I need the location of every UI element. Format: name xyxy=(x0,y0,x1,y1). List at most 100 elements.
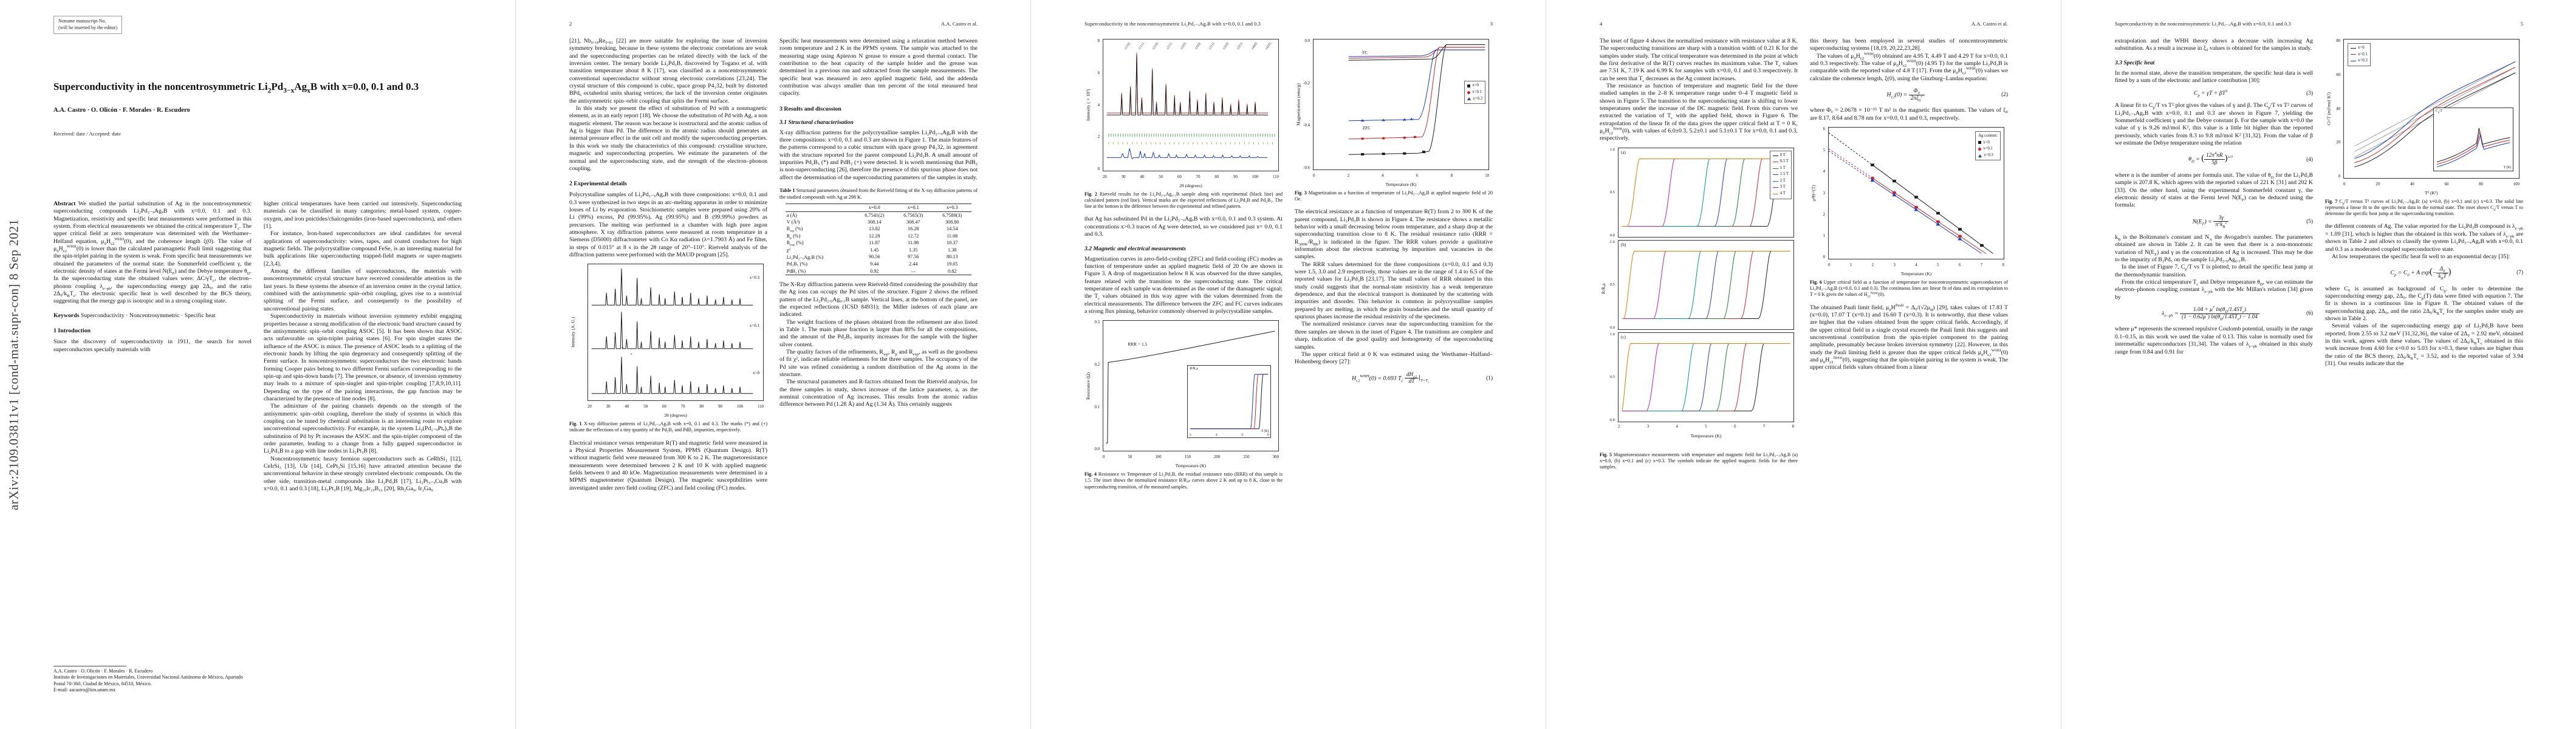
page-number: 4 xyxy=(1600,21,1603,27)
figure-5-xlabel: Temperature (K) xyxy=(1690,433,1722,439)
table-header-cell xyxy=(786,204,855,211)
tick-label: 1.0 xyxy=(1610,239,1615,244)
miller-indices: (110) (111) (210) (211) (220) (310) (311) (320)… xyxy=(1124,42,1272,50)
equation-3: Cp = γT + βT3 (3) xyxy=(2193,89,2313,98)
manuscript-note: Noname manuscript No. (will be inserted … xyxy=(53,16,123,34)
page-4: 4 A.A. Castro et al. The inset of figure… xyxy=(1546,0,2061,729)
tick-label: 4 xyxy=(1676,424,1678,429)
page1-right-column: higher critical temperatures have been c… xyxy=(264,200,462,694)
figure-7-xlabel: T² (K²) xyxy=(2425,190,2438,196)
page-2: 2 A.A. Castro et al. [21], Nb₀.₁₈Re₀.₈₂ … xyxy=(515,0,1030,729)
figure-3-xlabel: Temperature (K) xyxy=(1385,182,1417,187)
body-paragraph: The RRR values determined for the three … xyxy=(1295,261,1493,321)
table-row: a (Å) 6.7541(2) 6.7565(3) 6.7589(3) xyxy=(786,212,962,218)
author-line: A.A. Castro · O. Olicón · F. Morales · R… xyxy=(53,107,190,114)
tick-label: 1.0 xyxy=(1610,332,1615,337)
abstract-text: We studied the partial substitution of A… xyxy=(53,200,252,305)
tick-label: 40 xyxy=(2336,106,2340,111)
body-paragraph: In the inset of Figure 7, Cp/T vs T is p… xyxy=(2115,264,2313,278)
tick-label: 0.2 xyxy=(1094,362,1100,367)
tick-label: 50 xyxy=(1159,175,1163,179)
figure-5-caption: Fig. 5 Magnetoresistance measurements wi… xyxy=(1600,451,1798,470)
equation-4: θD = (12π4nR 5β)1/3 (4) xyxy=(2188,151,2313,166)
inset-ylabel: R/R₈ₖ xyxy=(1190,367,1198,371)
tick-label: 0.5 xyxy=(1610,190,1615,195)
keywords-label: Keywords xyxy=(53,312,80,319)
body-paragraph: The inset of figure 4 shows the normaliz… xyxy=(1600,38,1798,83)
tick-label: 4 xyxy=(1382,174,1384,178)
series-label: x=0.3 xyxy=(749,275,759,281)
table-row: Li₂Pd₃₋ₓAgₓB (%) 90.56 97.56 80.13 xyxy=(786,254,958,260)
panel-label: (b) xyxy=(1621,242,1626,247)
tick-label: 50 xyxy=(643,405,648,409)
figure-1-plot-area: x=0.3 x=0.1 x=0 * + xyxy=(587,264,764,402)
square-marker-icon xyxy=(1978,141,1982,145)
body-paragraph: Specific heat measurements were determin… xyxy=(779,38,978,97)
figure-7-xticks: 0 20 40 60 80 100 xyxy=(2343,182,2519,187)
tick-label: 0 xyxy=(1313,174,1315,178)
figure-1: Intensity (A. U.) x=0.3 x xyxy=(569,262,767,433)
page1-columns: Abstract We studied the partial substitu… xyxy=(53,200,462,694)
footnote-affiliation: Instituto de Investigaciones en Material… xyxy=(53,674,243,686)
body-paragraph: The admixture of the pairing channels de… xyxy=(264,403,462,455)
running-authors: A.A. Castro et al. xyxy=(1971,21,2008,27)
running-title: Superconductivity in the noncentrosymmet… xyxy=(2115,21,2291,27)
tick-label: 0.3 xyxy=(1094,320,1100,325)
body-paragraph: The quality factors of the refinements, … xyxy=(779,349,978,378)
page-1: Noname manuscript No. (will be inserted … xyxy=(0,0,515,729)
upper-critical-field-chart xyxy=(1829,128,2004,259)
tick-label: 20 xyxy=(587,405,592,409)
figure-2-xlabel: 2θ (degrees) xyxy=(1179,183,1202,188)
table-header-cell: x=0.1 xyxy=(907,205,919,211)
tick-label: 40 xyxy=(2410,182,2414,187)
equation-number: (5) xyxy=(2306,218,2313,225)
body-paragraph: The normalized resistance curves near th… xyxy=(1295,321,1493,351)
tick-label: 40 xyxy=(625,405,629,409)
tick-label: 80 xyxy=(2479,182,2483,187)
table-row: PdB₂ (%) 0.92—0.82 xyxy=(785,268,972,275)
tick-label: 1.0 xyxy=(1610,147,1615,152)
figure-3-yticks: -0.6 -0.4 -0.2 0.0 xyxy=(1297,39,1312,170)
author-affiliation-footnote: A.A. Castro · O. Olicón · F. Morales · R… xyxy=(53,665,252,694)
tick-label: 8 xyxy=(2002,263,2004,268)
table-row: Rexp (%) 11.87 11.98 10.37 xyxy=(786,240,958,247)
equation-5: N(EF) = 3γ π2kB2 (5) xyxy=(2192,214,2313,230)
tick-label: 0.0 xyxy=(1610,325,1615,330)
figure-1-plot: Intensity (A. U.) x=0.3 x xyxy=(569,262,767,419)
tick-label: 1 xyxy=(1849,263,1852,268)
tick-label: 80 xyxy=(699,405,704,409)
tick-label: 200 xyxy=(1214,455,1221,460)
tick-label: 0.0 xyxy=(1094,447,1100,452)
body-paragraph: For instance, Iron-based superconductors… xyxy=(264,230,462,267)
body-paragraph: where Φ₀ = 2.0678 × 10⁻¹⁵ T m² is the ma… xyxy=(1810,107,2008,122)
line-swatch-icon xyxy=(2351,54,2356,55)
figure-3-caption: Fig. 3 Magnetization as a function of te… xyxy=(1295,190,1493,202)
series-label: x=0 xyxy=(753,371,759,375)
received-line: Received: date / Accepted: date xyxy=(53,131,121,137)
tick-label: 110 xyxy=(758,405,764,409)
tick-label: 20 xyxy=(2336,140,2340,145)
keywords-text: Superconductivity · Noncentrosymmetric ·… xyxy=(80,312,216,319)
figure-6-yticks: 0 1 2 3 4 5 6 xyxy=(1812,127,1827,259)
tick-label: 0 xyxy=(2338,174,2340,179)
tick-label: 0.1 xyxy=(1094,405,1100,409)
body-paragraph: Several values of the superconducting en… xyxy=(2325,323,2523,368)
equation-number: (6) xyxy=(2306,310,2313,317)
page4-right-column: this theory has been employed in several… xyxy=(1810,38,2008,695)
inset-xlabel: T (K) xyxy=(2503,165,2512,169)
tick-label: 0.0 xyxy=(1610,233,1615,238)
figure-5-panel-b: 0.0 0.5 1.0 xyxy=(1600,239,1798,330)
page-header: 2 A.A. Castro et al. xyxy=(569,21,978,27)
tick-label: 8 xyxy=(1267,433,1269,437)
tick-label: 0.0 xyxy=(1304,39,1310,43)
line-swatch-icon xyxy=(1772,180,1778,182)
line-swatch-icon xyxy=(1772,174,1778,176)
legend-item: x=0 xyxy=(2351,45,2368,52)
tick-label: 6 xyxy=(1416,174,1419,178)
table-header-cell: x=0.3 xyxy=(946,205,958,211)
tick-label: 100 xyxy=(736,405,744,409)
body-paragraph: The weight fractions of the phases obtai… xyxy=(779,318,978,348)
